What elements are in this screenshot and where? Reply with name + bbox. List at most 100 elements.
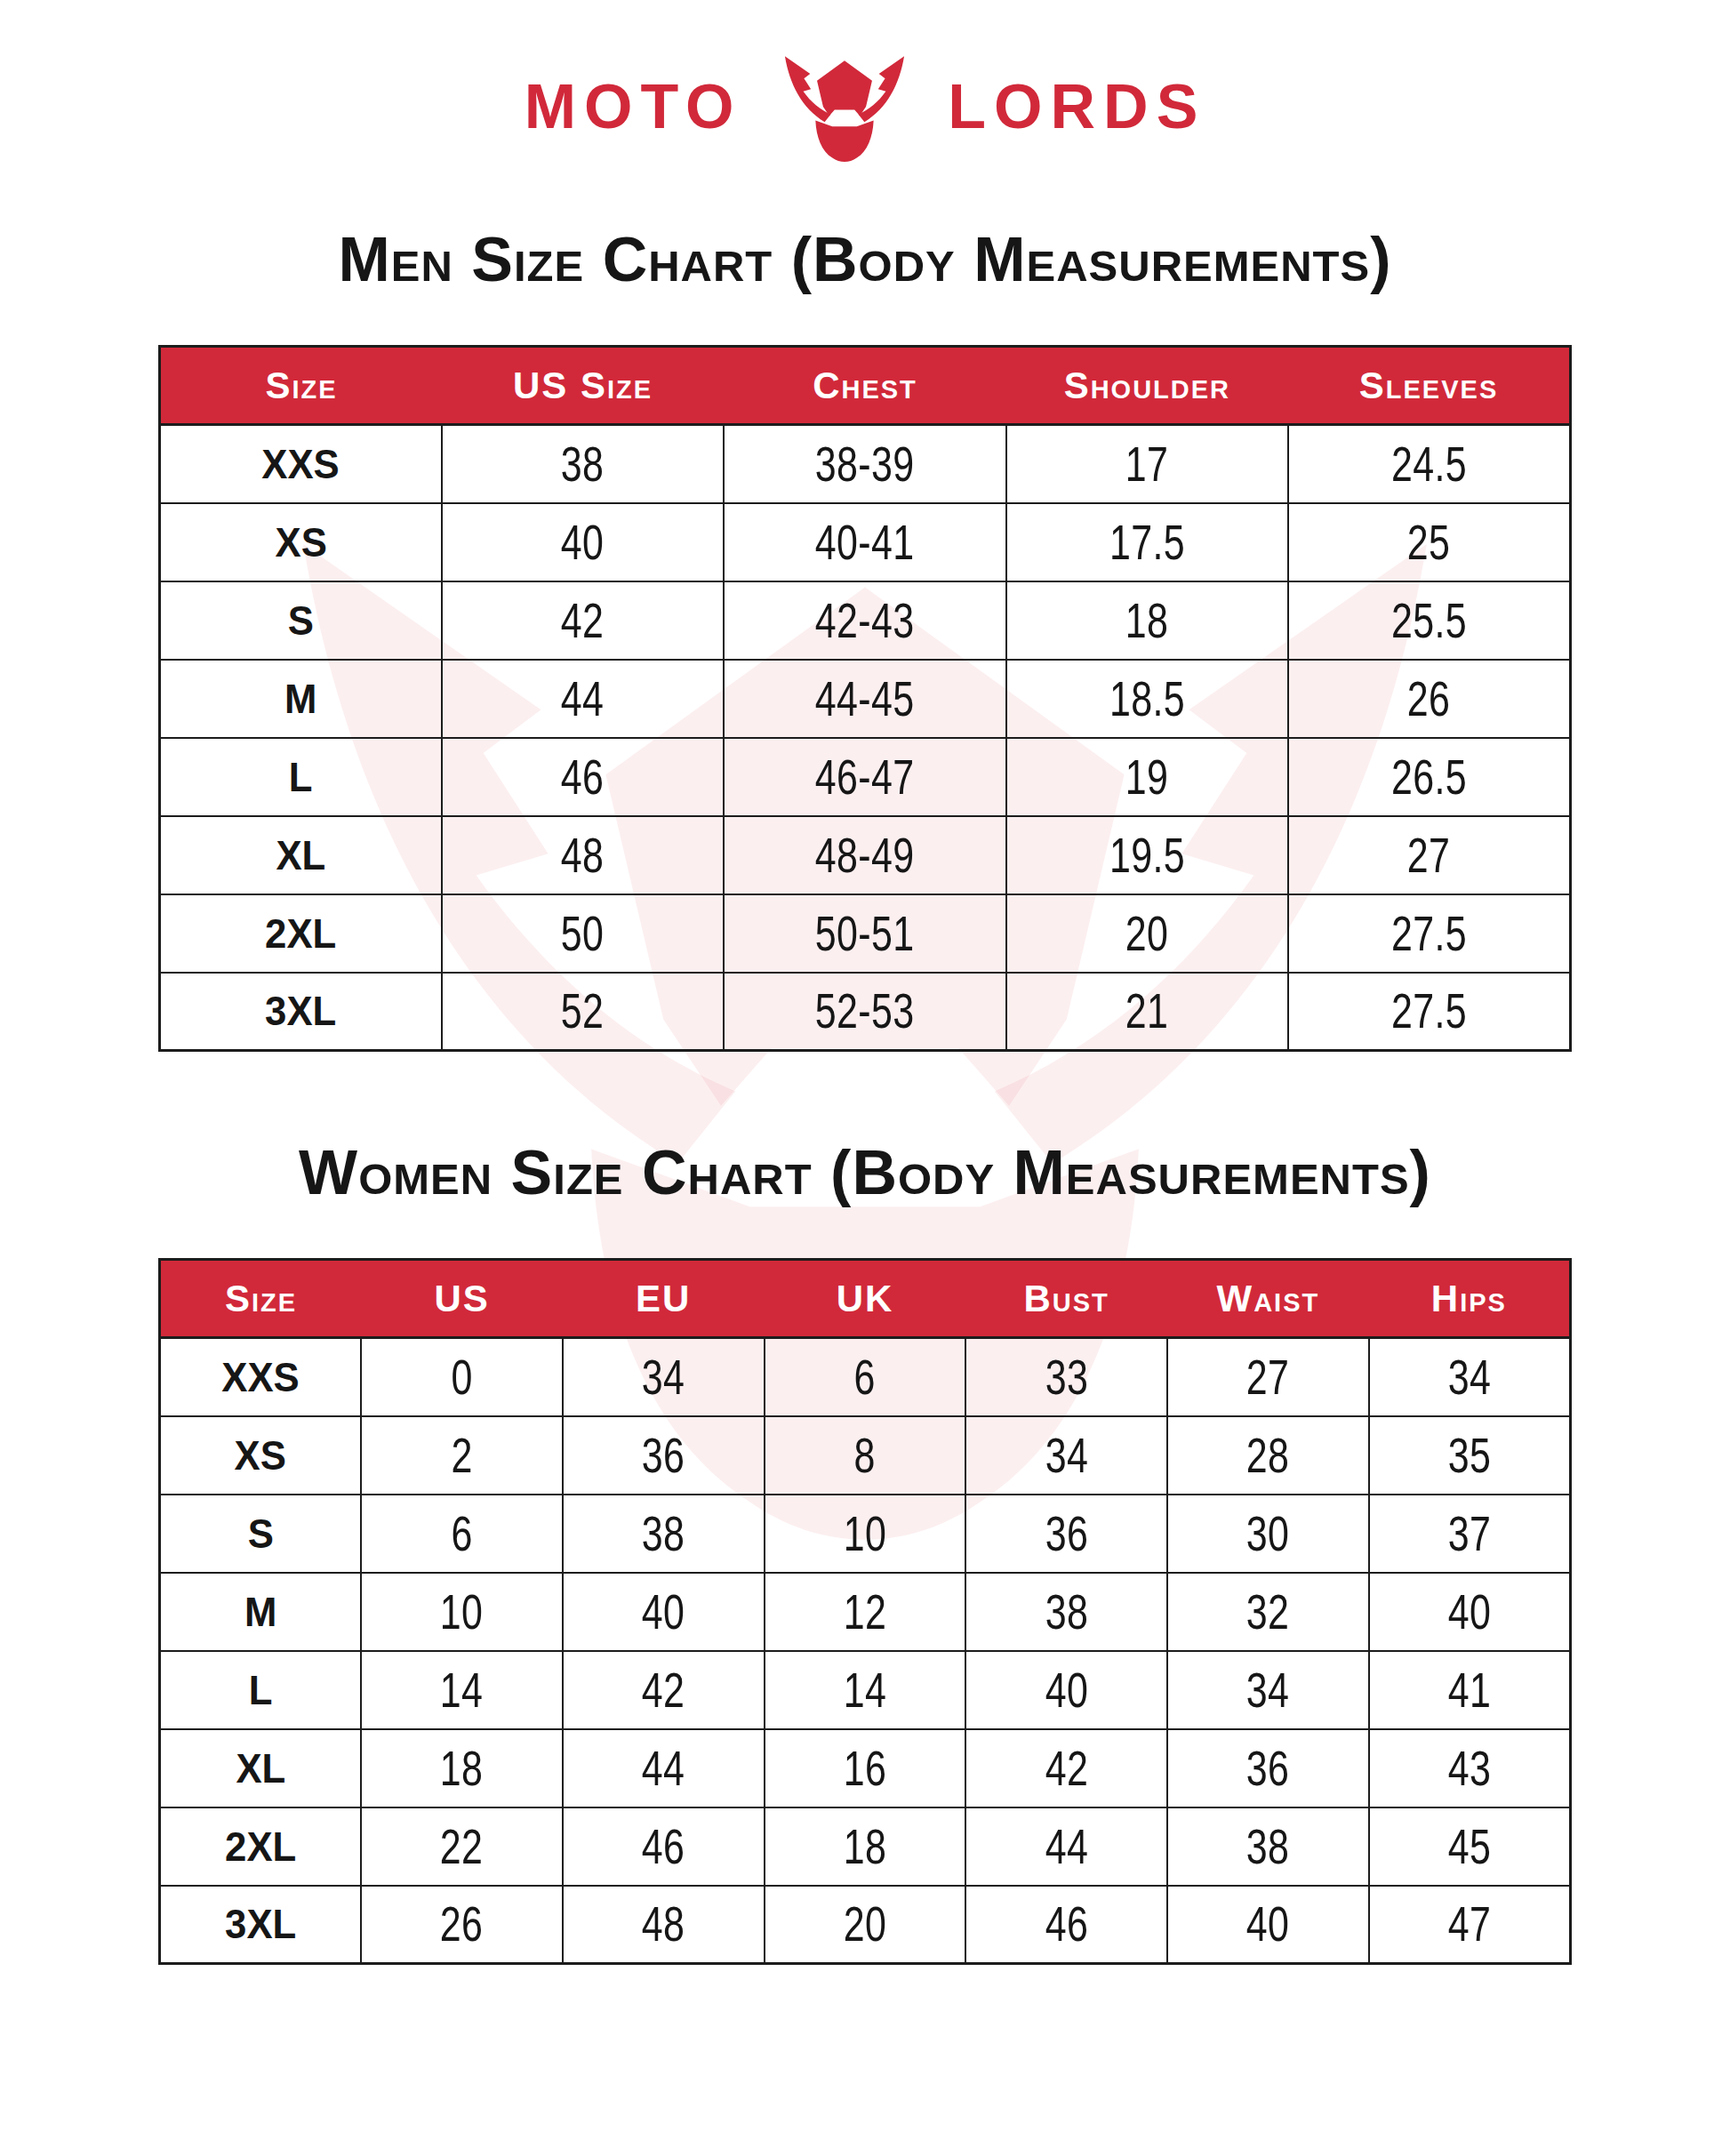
table-row: M4444-4518.526 xyxy=(160,660,1571,738)
value-cell: 42 xyxy=(563,1651,765,1729)
value-cell: 6 xyxy=(765,1338,966,1416)
header-cell: US xyxy=(361,1260,563,1338)
men-header-row: SizeUS SizeChestShoulderSleeves xyxy=(160,347,1571,425)
value-cell: 38 xyxy=(1167,1807,1369,1886)
table-row: S63810363037 xyxy=(160,1495,1571,1573)
value-cell: 17 xyxy=(1006,425,1288,503)
size-cell: L xyxy=(160,1651,362,1729)
table-row: XS2368342835 xyxy=(160,1416,1571,1495)
value-cell: 40-41 xyxy=(724,503,1005,581)
value-cell: 27 xyxy=(1167,1338,1369,1416)
table-row: XS4040-4117.525 xyxy=(160,503,1571,581)
value-cell: 32 xyxy=(1167,1573,1369,1651)
value-cell: 19.5 xyxy=(1006,816,1288,894)
value-cell: 37 xyxy=(1369,1495,1571,1573)
value-cell: 52-53 xyxy=(724,973,1005,1051)
value-cell: 20 xyxy=(1006,894,1288,973)
value-cell: 18.5 xyxy=(1006,660,1288,738)
value-cell: 35 xyxy=(1369,1416,1571,1495)
value-cell: 34 xyxy=(1167,1651,1369,1729)
table-row: XL4848-4919.527 xyxy=(160,816,1571,894)
header-cell: Size xyxy=(160,1260,362,1338)
size-cell: 2XL xyxy=(160,894,442,973)
value-cell: 40 xyxy=(442,503,724,581)
value-cell: 34 xyxy=(965,1416,1167,1495)
value-cell: 12 xyxy=(765,1573,966,1651)
table-row: L144214403441 xyxy=(160,1651,1571,1729)
value-cell: 10 xyxy=(361,1573,563,1651)
value-cell: 45 xyxy=(1369,1807,1571,1886)
value-cell: 36 xyxy=(965,1495,1167,1573)
value-cell: 44-45 xyxy=(724,660,1005,738)
value-cell: 44 xyxy=(563,1729,765,1807)
table-row: XXS3838-391724.5 xyxy=(160,425,1571,503)
value-cell: 52 xyxy=(442,973,724,1051)
size-cell: S xyxy=(160,1495,362,1573)
value-cell: 16 xyxy=(765,1729,966,1807)
table-row: XXS0346332734 xyxy=(160,1338,1571,1416)
value-cell: 50 xyxy=(442,894,724,973)
value-cell: 40 xyxy=(1167,1886,1369,1964)
value-cell: 17.5 xyxy=(1006,503,1288,581)
value-cell: 48-49 xyxy=(724,816,1005,894)
table-row: 3XL5252-532127.5 xyxy=(160,973,1571,1051)
value-cell: 18 xyxy=(1006,581,1288,660)
value-cell: 38 xyxy=(442,425,724,503)
header-cell: Hips xyxy=(1369,1260,1571,1338)
size-cell: L xyxy=(160,738,442,816)
value-cell: 41 xyxy=(1369,1651,1571,1729)
value-cell: 46 xyxy=(442,738,724,816)
value-cell: 2 xyxy=(361,1416,563,1495)
value-cell: 42 xyxy=(442,581,724,660)
value-cell: 19 xyxy=(1006,738,1288,816)
header-cell: Waist xyxy=(1167,1260,1369,1338)
value-cell: 44 xyxy=(965,1807,1167,1886)
value-cell: 43 xyxy=(1369,1729,1571,1807)
value-cell: 24.5 xyxy=(1288,425,1570,503)
value-cell: 20 xyxy=(765,1886,966,1964)
men-size-table: SizeUS SizeChestShoulderSleeves XXS3838-… xyxy=(158,345,1572,1052)
horned-helmet-icon xyxy=(768,41,921,172)
brand-logo: MOTO LORDS xyxy=(0,41,1730,172)
value-cell: 46 xyxy=(563,1807,765,1886)
value-cell: 28 xyxy=(1167,1416,1369,1495)
size-cell: XXS xyxy=(160,1338,362,1416)
value-cell: 0 xyxy=(361,1338,563,1416)
table-row: 2XL5050-512027.5 xyxy=(160,894,1571,973)
table-row: S4242-431825.5 xyxy=(160,581,1571,660)
value-cell: 10 xyxy=(765,1495,966,1573)
value-cell: 47 xyxy=(1369,1886,1571,1964)
size-cell: 2XL xyxy=(160,1807,362,1886)
size-cell: M xyxy=(160,660,442,738)
value-cell: 40 xyxy=(1369,1573,1571,1651)
value-cell: 26.5 xyxy=(1288,738,1570,816)
value-cell: 46 xyxy=(965,1886,1167,1964)
size-cell: S xyxy=(160,581,442,660)
brand-name-left: MOTO xyxy=(525,76,742,138)
table-row: L4646-471926.5 xyxy=(160,738,1571,816)
value-cell: 34 xyxy=(563,1338,765,1416)
size-cell: M xyxy=(160,1573,362,1651)
value-cell: 25 xyxy=(1288,503,1570,581)
table-row: XL184416423643 xyxy=(160,1729,1571,1807)
value-cell: 18 xyxy=(765,1807,966,1886)
value-cell: 42 xyxy=(965,1729,1167,1807)
value-cell: 18 xyxy=(361,1729,563,1807)
value-cell: 27.5 xyxy=(1288,973,1570,1051)
header-cell: EU xyxy=(563,1260,765,1338)
header-cell: Bust xyxy=(965,1260,1167,1338)
value-cell: 26 xyxy=(1288,660,1570,738)
value-cell: 38 xyxy=(563,1495,765,1573)
size-cell: XL xyxy=(160,816,442,894)
size-cell: XL xyxy=(160,1729,362,1807)
value-cell: 22 xyxy=(361,1807,563,1886)
women-header-row: SizeUSEUUKBustWaistHips xyxy=(160,1260,1571,1338)
value-cell: 48 xyxy=(563,1886,765,1964)
header-cell: US Size xyxy=(442,347,724,425)
size-cell: 3XL xyxy=(160,973,442,1051)
value-cell: 27.5 xyxy=(1288,894,1570,973)
value-cell: 14 xyxy=(361,1651,563,1729)
value-cell: 34 xyxy=(1369,1338,1571,1416)
value-cell: 8 xyxy=(765,1416,966,1495)
value-cell: 38-39 xyxy=(724,425,1005,503)
